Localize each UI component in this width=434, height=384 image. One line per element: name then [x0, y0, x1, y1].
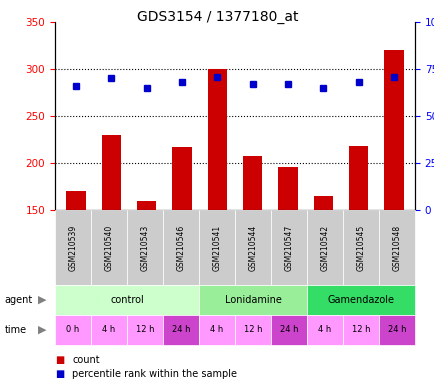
Text: Lonidamine: Lonidamine — [224, 295, 281, 305]
Text: 4 h: 4 h — [318, 326, 331, 334]
Bar — [66, 191, 85, 210]
Text: GSM210543: GSM210543 — [140, 224, 149, 271]
Text: GSM210540: GSM210540 — [104, 224, 113, 271]
Text: 12 h: 12 h — [135, 326, 154, 334]
Text: ■: ■ — [55, 355, 64, 365]
Bar — [278, 167, 297, 210]
Text: percentile rank within the sample: percentile rank within the sample — [72, 369, 237, 379]
Text: GSM210541: GSM210541 — [212, 224, 221, 271]
Text: GSM210547: GSM210547 — [284, 224, 293, 271]
Text: 24 h: 24 h — [387, 326, 405, 334]
Text: GSM210545: GSM210545 — [356, 224, 365, 271]
Text: GSM210544: GSM210544 — [248, 224, 257, 271]
Bar — [348, 146, 368, 210]
Text: 12 h: 12 h — [351, 326, 369, 334]
Text: GDS3154 / 1377180_at: GDS3154 / 1377180_at — [136, 10, 298, 24]
Bar — [137, 200, 156, 210]
Text: Gamendazole: Gamendazole — [327, 295, 394, 305]
Text: count: count — [72, 355, 100, 365]
Text: agent: agent — [4, 295, 33, 305]
Text: 4 h: 4 h — [102, 326, 115, 334]
Text: GSM210542: GSM210542 — [320, 224, 329, 271]
Text: 24 h: 24 h — [279, 326, 298, 334]
Text: 0 h: 0 h — [66, 326, 79, 334]
Bar — [102, 135, 121, 210]
Text: ▶: ▶ — [37, 325, 46, 335]
Text: ▶: ▶ — [37, 295, 46, 305]
Bar — [207, 69, 227, 210]
Text: GSM210546: GSM210546 — [176, 224, 185, 271]
Text: 4 h: 4 h — [210, 326, 223, 334]
Bar — [242, 156, 262, 210]
Text: time: time — [4, 325, 26, 335]
Text: 24 h: 24 h — [171, 326, 190, 334]
Text: control: control — [110, 295, 144, 305]
Bar — [313, 196, 332, 210]
Text: GSM210548: GSM210548 — [391, 224, 401, 271]
Text: ■: ■ — [55, 369, 64, 379]
Text: GSM210539: GSM210539 — [68, 224, 77, 271]
Bar — [383, 50, 403, 210]
Bar — [172, 147, 191, 210]
Text: 12 h: 12 h — [243, 326, 262, 334]
